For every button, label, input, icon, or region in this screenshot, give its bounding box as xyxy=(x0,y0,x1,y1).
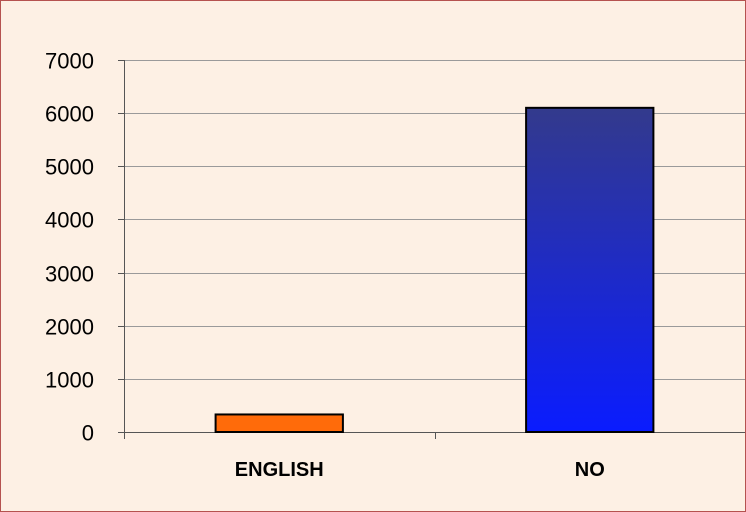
y-tick-label: 6000 xyxy=(45,102,94,127)
y-tick-label: 7000 xyxy=(45,49,94,74)
bar-english xyxy=(214,413,344,434)
y-tick-label: 4000 xyxy=(45,208,94,233)
grid-lines xyxy=(124,60,745,380)
x-category-label: NO xyxy=(575,459,605,481)
y-tick-label: 1000 xyxy=(45,368,94,393)
bar-no xyxy=(525,106,655,433)
bars xyxy=(214,106,655,434)
y-tick-label: 2000 xyxy=(45,315,94,340)
y-tick-label: 0 xyxy=(82,421,94,446)
y-tick-label: 5000 xyxy=(45,155,94,180)
axis-labels: 0 1000 2000 3000 4000 5000 6000 7000 ENGLISH NO xyxy=(45,49,605,482)
x-category-label: ENGLISH xyxy=(235,459,324,481)
y-tick-label: 3000 xyxy=(45,262,94,287)
